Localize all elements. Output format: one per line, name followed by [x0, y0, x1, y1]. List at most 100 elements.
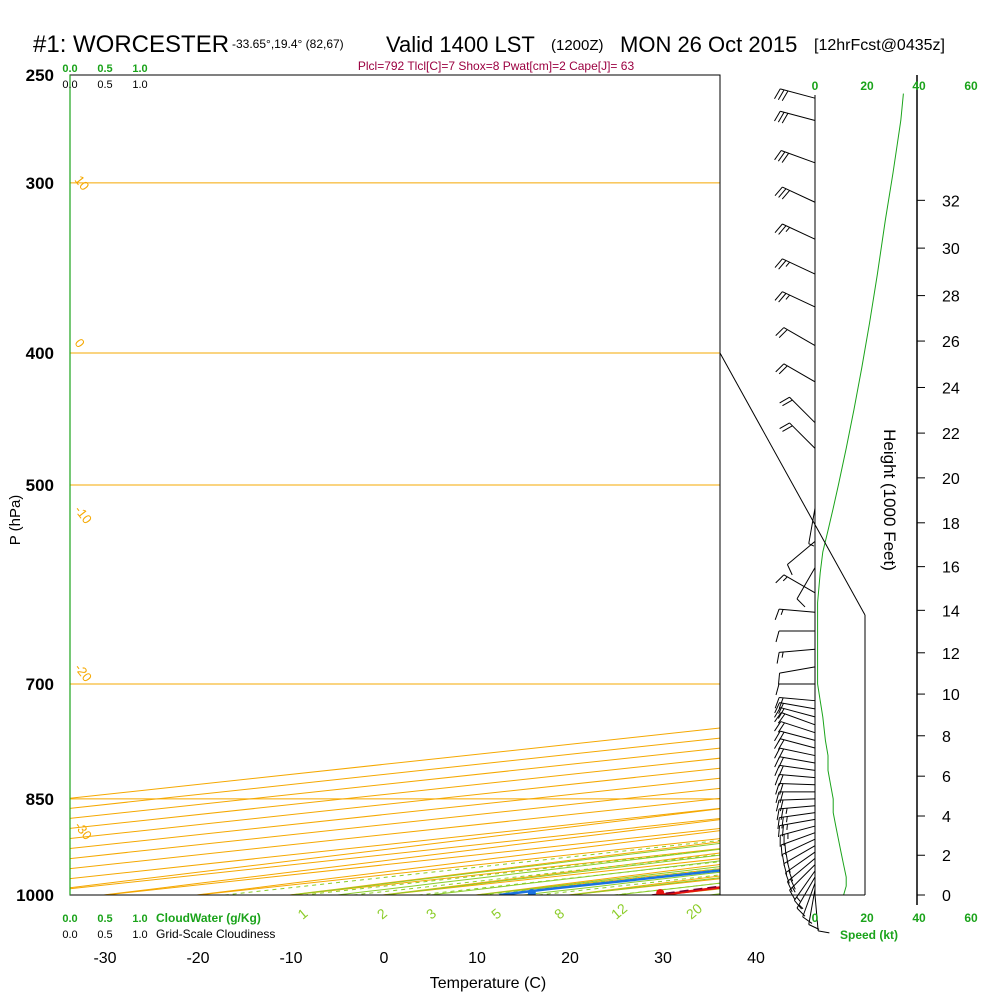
mixing-ratio-line	[418, 861, 720, 895]
forecast-run: [12hrFcst@0435z]	[814, 37, 945, 54]
wind-barb-staff	[780, 730, 816, 741]
wind-barb-flag	[777, 722, 785, 733]
cloudwater-axis-title: CloudWater (g/Kg)	[156, 911, 261, 925]
wind-barb	[785, 851, 816, 884]
cloudwater-bottom-tick-label: 0.0	[62, 913, 77, 925]
wind-barb-half-flag	[785, 294, 791, 300]
height-tick-label: 0	[942, 888, 951, 905]
wind-barb-half-flag	[785, 808, 788, 814]
wind-barb-flag	[781, 817, 784, 829]
temperature-surface-marker	[656, 889, 665, 895]
wind-barb-staff	[783, 363, 816, 383]
wind-barb-flag	[796, 598, 806, 608]
wind-barb	[774, 747, 816, 760]
wind-barb-flag	[774, 697, 780, 709]
wind-barb-flag	[775, 574, 785, 584]
wind-barb-flag	[781, 152, 790, 163]
temperature-tick-label: 0	[380, 950, 389, 967]
wind-barb-flag	[790, 878, 796, 890]
wind-barb-flag	[774, 608, 780, 620]
height-tick-label: 16	[942, 560, 960, 577]
wind-barb	[779, 825, 816, 847]
speed-bottom-tick-label: 0	[812, 911, 819, 925]
wind-barb-staff	[779, 756, 816, 764]
wind-barb-flag	[778, 225, 787, 235]
dry-adiabat-line	[528, 51, 1000, 924]
wind-barb-half-flag	[781, 651, 784, 658]
wind-barb-flag	[781, 190, 791, 200]
wind-barb-flag	[777, 89, 785, 101]
wind-barb-flag	[774, 223, 783, 234]
wind-barb-flag	[778, 188, 787, 198]
height-tick-label: 32	[942, 193, 960, 210]
sounding-params: Plcl=792 Tlcl[C]=7 Shox=8 Pwat[cm]=2 Cap…	[358, 59, 635, 73]
wind-barb-flag	[774, 150, 782, 161]
wind-barb-staff	[780, 738, 816, 749]
dry-adiabat-label: -20	[72, 661, 95, 685]
cloudiness-bottom-tick-label: 1.0	[132, 929, 147, 941]
speed-profile-line	[817, 93, 904, 896]
wind-barb-flag	[775, 800, 780, 812]
wind-barb-flag	[785, 872, 790, 884]
cloudiness-top-tick-label: 1.0	[132, 79, 147, 91]
wind-barb	[778, 818, 816, 838]
wind-barb-flag	[775, 630, 780, 643]
dry-adiabat-line	[378, 852, 720, 895]
wind-barb-flag	[781, 90, 789, 102]
wind-barb-flag	[778, 765, 784, 777]
wind-barb-flag	[774, 730, 781, 742]
dry-adiabat-line	[99, 819, 720, 895]
wind-barb-half-flag	[791, 887, 796, 893]
wind-barb-flag	[775, 791, 780, 804]
wind-barb	[808, 508, 816, 547]
station-title: #1: WORCESTER	[33, 31, 229, 58]
wind-barb-staff	[787, 858, 816, 882]
dry-adiabat-line	[285, 841, 720, 895]
wind-barb-staff	[779, 608, 816, 613]
cloudwater-top-tick-label: 0.0	[62, 63, 77, 75]
wind-barb-staff	[779, 812, 816, 819]
cloudwater-bottom-tick-label: 0.5	[97, 913, 112, 925]
wind-barb-staff	[779, 747, 816, 757]
wind-barb-staff	[783, 327, 816, 347]
dry-adiabat-label: -30	[72, 819, 95, 843]
wind-barb-flag	[775, 363, 785, 373]
cloudiness-bottom-tick-label: 0.5	[97, 929, 112, 941]
dewpoint-surface-marker	[527, 889, 536, 895]
isotherm-line	[70, 747, 720, 819]
wind-barb-flag	[781, 854, 785, 866]
mixing-ratio-label: 20	[683, 900, 705, 922]
wind-barb	[779, 422, 816, 449]
wind-barb	[774, 773, 816, 786]
mixing-ratio-label: 8	[551, 905, 567, 922]
wind-barb-staff	[782, 223, 816, 240]
mixing-ratio-line	[538, 874, 720, 895]
wind-barb	[775, 783, 816, 795]
wind-barb	[780, 832, 816, 857]
height-tick-label: 8	[942, 729, 951, 746]
valid-time: Valid 1400 LST	[386, 32, 535, 57]
wind-barb-staff	[779, 697, 816, 702]
speed-top-tick-label: 20	[860, 79, 874, 93]
wind-barb	[774, 186, 816, 203]
temperature-tick-label: -30	[93, 950, 116, 967]
wind-barb-flag	[774, 774, 780, 786]
wind-barb-flag	[776, 652, 780, 664]
dry-adiabat-line	[811, 51, 1000, 924]
pressure-tick-label: 300	[26, 174, 54, 193]
wind-barb-flag	[778, 757, 784, 768]
cloudiness-bottom-tick-label: 0.0	[62, 929, 77, 941]
wind-barb-flag	[774, 258, 783, 268]
mixing-ratio-label: 2	[374, 905, 390, 922]
wind-barb-staff	[785, 851, 816, 874]
wind-barb-staff	[808, 508, 816, 544]
wind-barb	[802, 882, 816, 924]
wind-barb-half-flag	[785, 261, 791, 267]
wind-barb	[774, 756, 816, 768]
mixing-ratio-label: 3	[423, 905, 439, 922]
speed-bottom-tick-label: 20	[860, 911, 874, 925]
wind-barb	[774, 223, 816, 240]
height-tick-label: 26	[942, 334, 960, 351]
height-tick-label: 4	[942, 809, 951, 826]
speed-bottom-tick-label: 60	[964, 911, 978, 925]
